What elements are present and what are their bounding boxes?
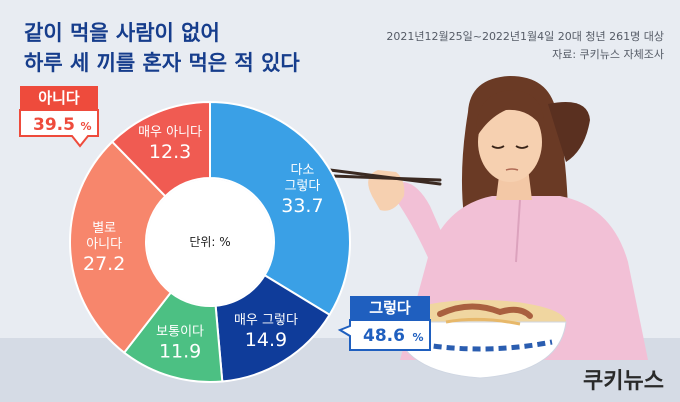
slice-value: 11.9 [159, 341, 201, 363]
face [478, 102, 542, 182]
title-line-1: 같이 먹을 사람이 없어 [24, 21, 220, 45]
slice-label: 별로 [92, 221, 116, 236]
hand [368, 170, 405, 211]
donut-slice [69, 140, 173, 355]
slice-label: 매우 아니다 [138, 125, 202, 140]
kuki-news-logo: 쿠키뉴스 [583, 369, 664, 394]
woman-eating-illustration [328, 76, 648, 379]
callout-no-unit: % [80, 120, 91, 133]
slice-label: 보통이다 [156, 325, 204, 340]
slice-value: 27.2 [83, 253, 125, 275]
survey-info: 2021년12월25일~2022년1월4일 20대 청년 261명 대상 [386, 29, 664, 43]
callout-no-label: 아니다 [38, 89, 80, 107]
donut-slice [214, 273, 331, 383]
callout-no-header [20, 86, 98, 110]
callout-no-box [19, 109, 99, 148]
header: 같이 먹을 사람이 없어 하루 세 끼를 혼자 먹은 적 있다 2021년12월… [24, 21, 664, 75]
callout-yes-header [350, 296, 430, 320]
donut-hole [147, 179, 273, 305]
source-label: 자료: 쿠키뉴스 자체조사 [552, 48, 664, 61]
callout-yes-label: 그렇다 [369, 299, 411, 317]
callout-yes-unit: % [412, 331, 423, 344]
callout-no: 아니다 39.5 % [19, 86, 99, 148]
donut-slice [110, 100, 211, 198]
slice-label: 아니다 [86, 237, 122, 252]
callout-no-value: 39.5 [33, 115, 75, 135]
callout-yes-value: 48.6 [363, 326, 405, 346]
slice-label: 그렇다 [284, 179, 320, 194]
slice-label: 다소 [290, 163, 314, 178]
slice-value: 12.3 [149, 141, 191, 163]
callout-yes-box [337, 319, 431, 351]
callout-yes: 그렇다 48.6 % [337, 296, 431, 351]
slice-label: 매우 그렇다 [234, 313, 298, 328]
title-line-2: 하루 세 끼를 혼자 먹은 적 있다 [24, 51, 300, 75]
slice-value: 33.7 [281, 195, 323, 217]
unit-label: 단위: % [189, 235, 230, 249]
donut-slice [209, 100, 351, 317]
slice-value: 14.9 [245, 329, 287, 351]
